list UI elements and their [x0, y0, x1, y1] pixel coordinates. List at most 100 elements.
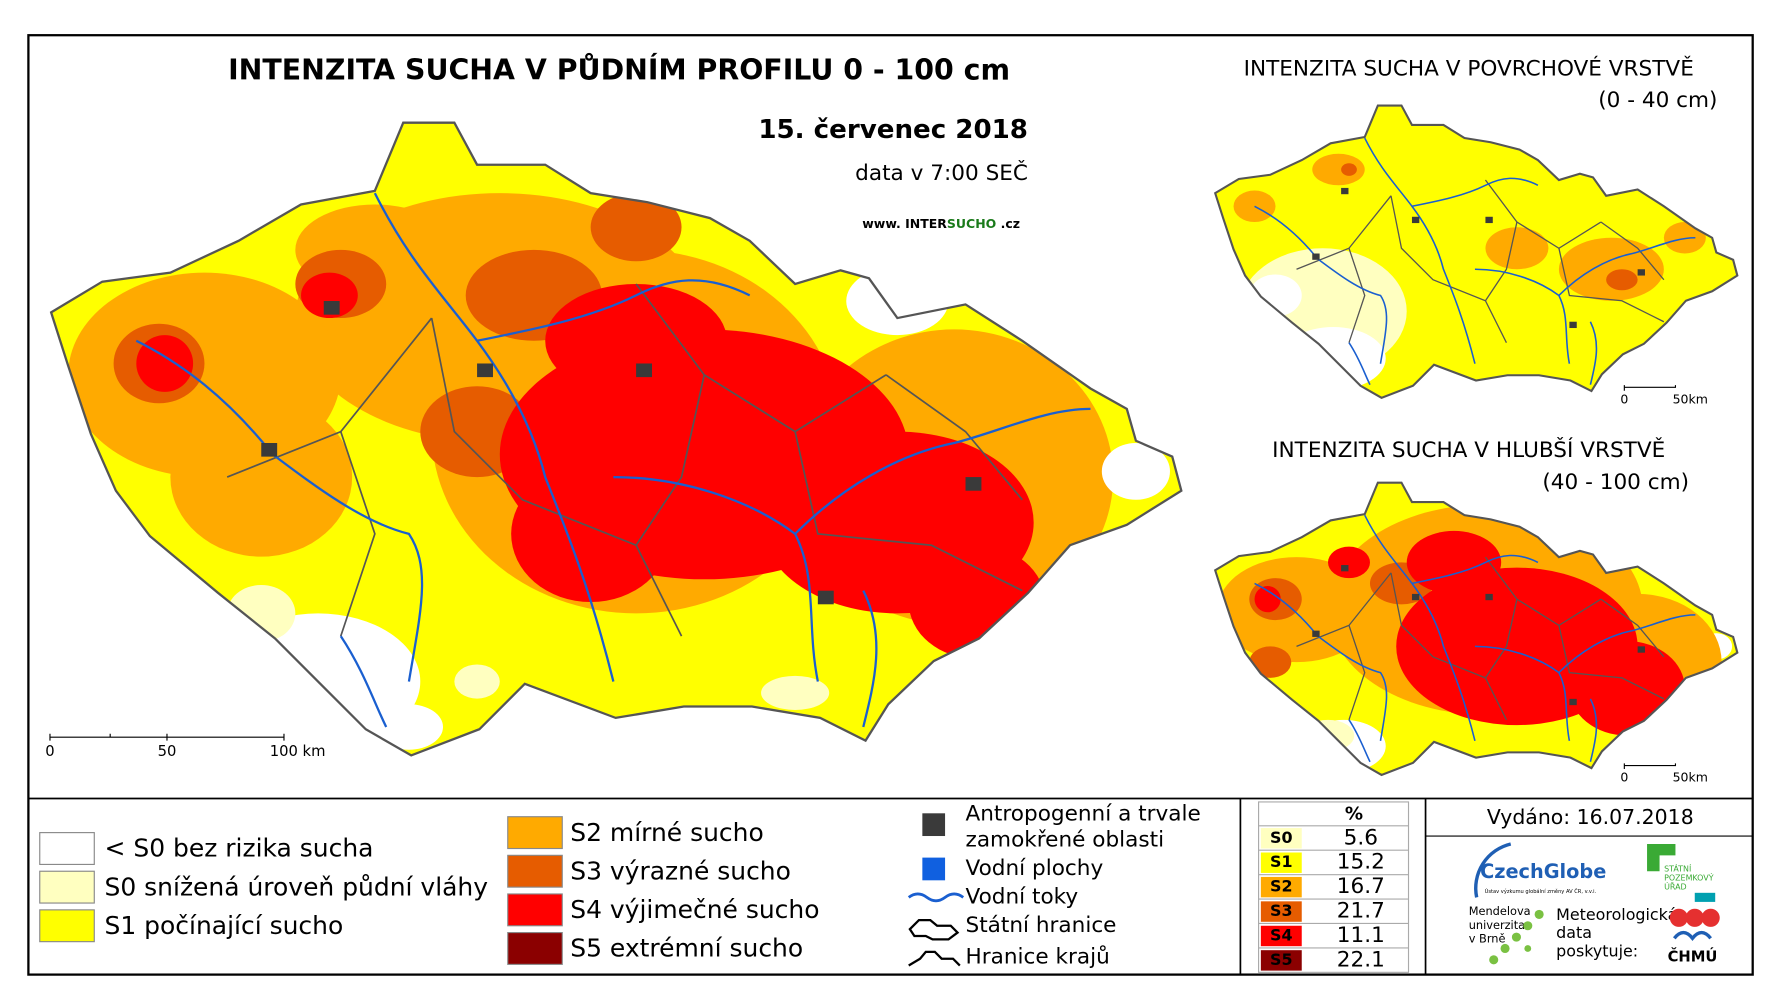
- urban-area: [323, 301, 340, 315]
- river: [1589, 321, 1598, 385]
- drought-area: [454, 664, 500, 699]
- website-part: .cz: [996, 215, 1020, 230]
- river: [1474, 645, 1571, 741]
- logo-text: v Brně: [1469, 931, 1506, 945]
- urban-area: [1411, 593, 1420, 601]
- urban-area: [1569, 321, 1577, 329]
- region-border: [1558, 625, 1665, 700]
- drought-area: [1485, 227, 1549, 270]
- river: [794, 407, 1091, 535]
- scale-label: 50km: [1673, 391, 1708, 406]
- legend-symbol: [907, 892, 965, 903]
- legend-label: S3 výrazné sucho: [570, 856, 791, 885]
- legend-label: < S0 bez rizika sucha: [105, 834, 374, 863]
- legend-swatch: [39, 832, 95, 865]
- urban-area: [636, 363, 653, 378]
- river: [1558, 236, 1696, 297]
- river: [1254, 582, 1319, 637]
- inset-title: INTENZITA SUCHA V POVRCHOVÉ VRSTVĚ: [1244, 55, 1694, 81]
- website: www. INTERSUCHO .cz: [862, 215, 1020, 230]
- region-border: [635, 283, 887, 433]
- legend-swatch: [39, 909, 95, 943]
- drought-area: [1606, 269, 1638, 291]
- drought-area: [511, 465, 671, 603]
- scale-label: 0: [1620, 391, 1628, 406]
- region-border: [339, 431, 376, 637]
- website-part: www. INTER: [862, 215, 947, 230]
- logo-text: ČHMÚ: [1668, 948, 1718, 966]
- inset-depth: (0 - 40 cm): [1598, 88, 1717, 113]
- inset-depth: (40 - 100 cm): [1542, 470, 1689, 495]
- region-border: [1484, 221, 1518, 302]
- urban-area: [261, 443, 278, 457]
- logo-text: STÁTNÍ: [1664, 862, 1692, 873]
- class-percent: 15.2: [1337, 850, 1385, 875]
- urban-area: [1637, 269, 1645, 276]
- drought-area: [1249, 646, 1292, 678]
- river: [862, 590, 878, 728]
- region-border: [1296, 572, 1392, 647]
- urban-area: [965, 477, 982, 491]
- region-border: [430, 317, 683, 637]
- region-border: [1390, 572, 1508, 721]
- drought-area: [1406, 159, 1502, 212]
- map-title: INTENZITA SUCHA V PŮDNÍM PROFILU 0 - 100…: [228, 53, 1010, 87]
- river: [1411, 177, 1539, 208]
- legend-label: S0 snížená úroveň půdní vláhy: [105, 872, 489, 901]
- river: [1558, 614, 1696, 674]
- logo-text: POZEMKOVÝ: [1664, 872, 1714, 883]
- scale-label: 0: [45, 743, 54, 760]
- river: [1364, 137, 1476, 364]
- river: [1317, 635, 1388, 741]
- region-border: [1600, 221, 1665, 281]
- region-border: [1390, 195, 1508, 344]
- urban-area: [817, 590, 834, 605]
- class-percent: 16.7: [1337, 874, 1385, 899]
- class-cell: [1260, 876, 1302, 898]
- inset-map: [1213, 481, 1739, 777]
- scale-label: 0: [1620, 770, 1628, 785]
- drought-area: [1406, 530, 1502, 594]
- river: [271, 453, 424, 682]
- summary-table: % S0 5.6 S1 15.2 S2 16.7 S3 21.7 S4 11.1 S5 22.1: [1258, 801, 1410, 973]
- region-border: [1296, 195, 1392, 270]
- class-cell: [1260, 950, 1302, 971]
- class-code: S5: [1270, 950, 1293, 969]
- river: [613, 475, 819, 682]
- region-border: [1600, 598, 1665, 658]
- logo-text: poskytuje:: [1556, 941, 1638, 960]
- logo-text: Meteorologická: [1556, 905, 1677, 924]
- drought-area: [1663, 222, 1706, 254]
- legend-swatch: [507, 932, 563, 965]
- drought-area: [545, 283, 727, 398]
- class-cell: [1260, 852, 1302, 873]
- legend-swatch: [507, 816, 563, 850]
- drought-area: [590, 193, 682, 262]
- class-cell: [1260, 828, 1302, 849]
- urban-area: [1569, 698, 1577, 706]
- drought-area: [136, 335, 194, 392]
- urban-area: [1341, 187, 1349, 195]
- inset-title: INTENZITA SUCHA V HLUBŠÍ VRSTVĚ: [1272, 437, 1665, 463]
- river: [339, 635, 388, 728]
- state-border: [49, 121, 1183, 757]
- frame: [27, 34, 1754, 976]
- legend-swatch: [507, 854, 563, 888]
- scale-bar: [1623, 385, 1677, 391]
- logo-shape: [1647, 843, 1676, 872]
- drought-area: [374, 704, 444, 750]
- river: [1348, 719, 1371, 763]
- urban-area: [477, 363, 493, 378]
- class-code: S4: [1270, 925, 1293, 944]
- legend-label: Vodní toky: [966, 884, 1079, 909]
- scale-label: 100 km: [270, 743, 326, 760]
- map-date: 15. červenec 2018: [758, 115, 1028, 145]
- state-border: [1213, 104, 1739, 399]
- river: [135, 339, 274, 456]
- urban-area: [1637, 646, 1645, 653]
- class-cell: [1260, 901, 1302, 922]
- region-border: [1348, 625, 1366, 721]
- drought-area: [1312, 153, 1365, 186]
- urban-area: [1341, 565, 1349, 572]
